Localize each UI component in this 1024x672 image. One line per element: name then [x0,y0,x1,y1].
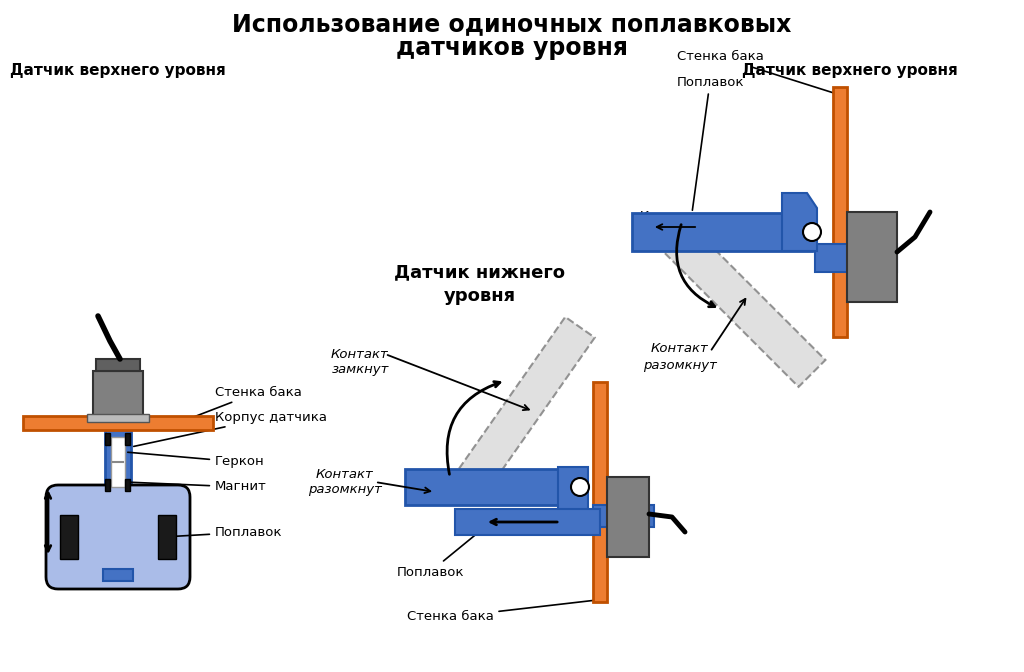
Bar [607,477,649,557]
Bar [96,359,140,371]
Text: Поплавок: Поплавок [676,75,743,210]
Text: Поплавок: Поплавок [166,526,283,538]
Text: Стенка бака: Стенка бака [677,50,835,93]
Circle shape [803,223,821,241]
Text: Контакт
разомкнут: Контакт разомкнут [308,468,382,497]
Bar [111,437,125,487]
Text: Стенка бака: Стенка бака [407,600,594,624]
Text: Геркон: Геркон [128,452,265,468]
Bar [87,414,150,422]
FancyBboxPatch shape [46,485,190,589]
Bar [105,416,131,572]
Bar [593,505,654,527]
Text: Датчик нижнего
уровня: Датчик нижнего уровня [394,263,565,305]
Bar [158,515,176,559]
Text: Контакт
замкнут: Контакт замкнут [331,347,389,376]
Text: Магнит: Магнит [128,480,266,493]
Bar [93,371,143,416]
Text: Датчик верхнего уровня: Датчик верхнего уровня [10,62,225,77]
Text: Корпус датчика: Корпус датчика [134,411,327,446]
Bar [23,416,213,430]
Circle shape [571,478,589,496]
Polygon shape [782,193,817,251]
Text: Использование одиночных поплавковых: Использование одиночных поплавковых [232,12,792,36]
Bar [125,433,130,445]
Polygon shape [657,218,825,387]
Bar [103,569,133,581]
Bar [815,244,897,272]
Polygon shape [454,317,595,497]
Bar [105,433,110,445]
Text: Контакт
замкнут: Контакт замкнут [639,210,697,239]
Bar [833,87,847,337]
Bar [558,467,588,533]
Text: Поплавок: Поплавок [396,529,483,579]
Text: датчиков уровня: датчиков уровня [396,36,628,60]
Bar [60,515,78,559]
Bar [105,479,110,491]
Bar [455,509,600,535]
Bar [593,382,607,602]
Text: Стенка бака: Стенка бака [180,386,302,422]
Bar [125,479,130,491]
Text: Датчик верхнего уровня: Датчик верхнего уровня [742,62,957,77]
Bar [406,469,580,505]
Bar [847,212,897,302]
Bar [632,213,812,251]
Text: Контакт
разомкнут: Контакт разомкнут [643,343,717,372]
